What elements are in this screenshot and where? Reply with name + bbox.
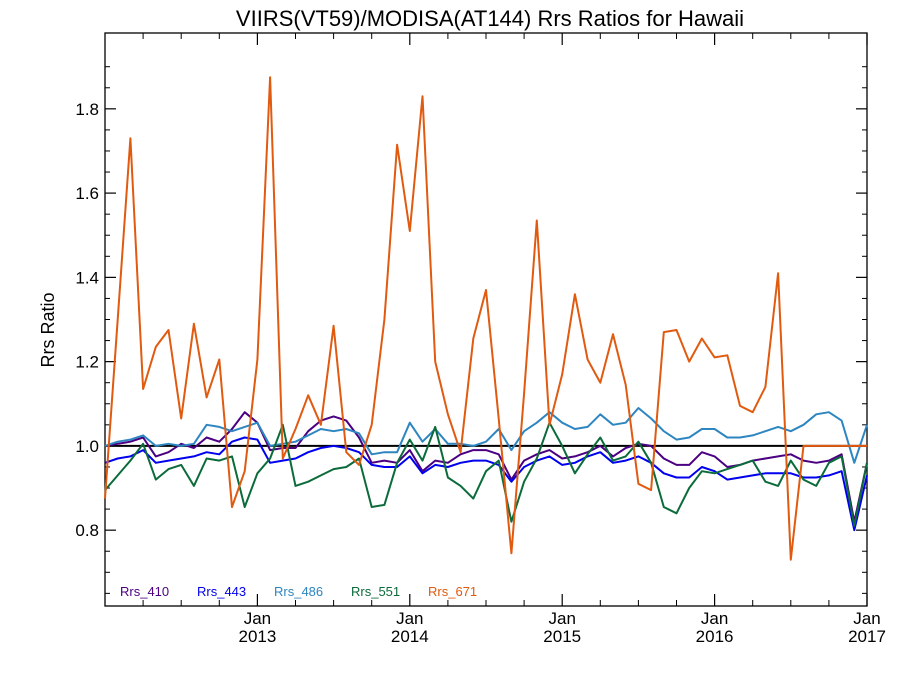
x-tick-label-year: 2016 [696, 627, 734, 646]
series-line-rrs-671 [104, 76, 867, 561]
legend-entry-rrs-410: Rrs_410 [120, 584, 169, 599]
x-tick-label-month: Jan [396, 609, 423, 628]
plot-frame [104, 32, 868, 607]
y-axis-label: Rrs Ratio [38, 292, 58, 367]
y-tick-label: 0.8 [75, 521, 99, 540]
y-tick-label: 1.2 [75, 353, 99, 372]
legend-entry-rrs-671: Rrs_671 [428, 584, 477, 599]
x-tick-label-month: Jan [853, 609, 880, 628]
series-line-rrs-443 [104, 436, 868, 532]
x-tick-label-year: 2015 [543, 627, 581, 646]
x-tick-label-year: 2017 [848, 627, 886, 646]
x-tick-label-month: Jan [244, 609, 271, 628]
x-tick-label-year: 2013 [238, 627, 276, 646]
y-tick-label: 1.4 [75, 268, 99, 287]
series-line-rrs-551 [104, 421, 868, 527]
y-tick-label: 1.0 [75, 437, 99, 456]
plot-area: 0.81.01.21.41.61.8Jan2013Jan2014Jan2015J… [75, 32, 886, 646]
x-tick-label-month: Jan [701, 609, 728, 628]
x-tick-label-month: Jan [548, 609, 575, 628]
x-tick-label-year: 2014 [391, 627, 429, 646]
legend-entry-rrs-551: Rrs_551 [351, 584, 400, 599]
series-line-rrs-410 [104, 411, 868, 523]
chart-title: VIIRS(VT59)/MODISA(AT144) Rrs Ratios for… [236, 6, 744, 31]
series-line-rrs-486 [104, 407, 868, 464]
y-tick-label: 1.8 [75, 100, 99, 119]
legend-entry-rrs-486: Rrs_486 [274, 584, 323, 599]
legend-entry-rrs-443: Rrs_443 [197, 584, 246, 599]
y-tick-label: 1.6 [75, 184, 99, 203]
